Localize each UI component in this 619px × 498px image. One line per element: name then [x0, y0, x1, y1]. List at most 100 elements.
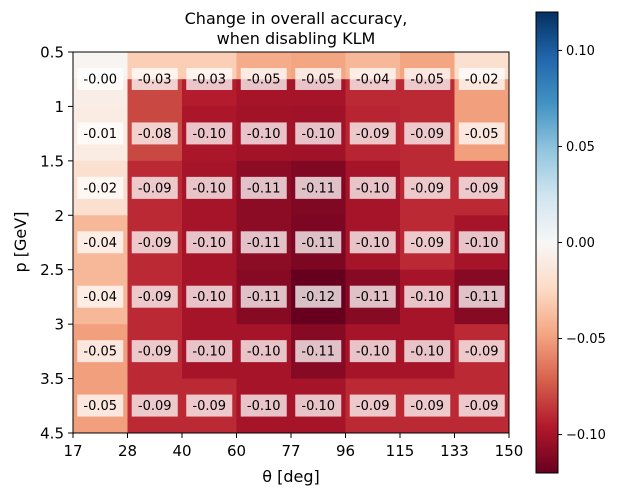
x-tick-label: 133 [440, 442, 469, 460]
cell-value-label: -0.09 [410, 236, 444, 251]
cell-value-label: -0.09 [356, 399, 390, 414]
cell-label-box [131, 122, 178, 145]
y-tick-label: 3.5 [40, 370, 64, 388]
cell-value-label: -0.11 [301, 236, 335, 251]
cell-label-box [240, 68, 287, 90]
cell-label-box [404, 340, 451, 363]
cell-label-box [131, 285, 178, 308]
cell-label-box [404, 176, 451, 199]
cell-value-label: -0.10 [192, 290, 226, 305]
y-tick-label: 2 [54, 207, 64, 225]
cell-label-box [349, 231, 396, 254]
cell-label-box [349, 394, 396, 417]
cell-label-box [186, 231, 233, 254]
cell-value-label: -0.09 [465, 399, 499, 414]
heatmap-cell-labels: -0.00 -0.03 -0.03 -0.05 -0.05 -0.04 -0.05 -0.02… [77, 68, 505, 417]
cell-value-label: -0.02 [465, 73, 499, 88]
x-tick-label: 60 [227, 442, 246, 460]
cell-value-label: -0.10 [192, 127, 226, 142]
cell-label-box [404, 231, 451, 254]
y-axis-label: p [GeV] [11, 212, 30, 273]
cell-value-label: -0.10 [356, 345, 390, 360]
colorbar-tick-label: 0.05 [566, 140, 595, 155]
cell-label-box [77, 122, 124, 145]
cell-label-box [458, 68, 505, 90]
y-axis-ticks: 0.5 1 1.5 2 2.5 3 3.5 4.5 [40, 44, 73, 443]
cell-value-label: -0.04 [83, 236, 117, 251]
cell-value-label: -0.10 [465, 236, 499, 251]
cell-value-label: -0.10 [192, 181, 226, 196]
cell-value-label: -0.03 [138, 73, 172, 88]
cell-value-label: -0.09 [465, 345, 499, 360]
cell-label-box [458, 176, 505, 199]
cell-value-label: -0.11 [356, 290, 390, 305]
x-tick-label: 28 [118, 442, 137, 460]
cell-label-box [240, 231, 287, 254]
y-tick-label: 4.5 [40, 425, 64, 443]
cell-label-box [295, 176, 342, 199]
cell-label-box [186, 285, 233, 308]
cell-label-box [349, 285, 396, 308]
cell-value-label: -0.10 [247, 399, 281, 414]
cell-value-label: -0.10 [192, 236, 226, 251]
cell-value-label: -0.09 [356, 127, 390, 142]
cell-label-box [458, 231, 505, 254]
cell-label-box [349, 122, 396, 145]
cell-value-label: -0.09 [410, 127, 444, 142]
cell-label-box [349, 340, 396, 363]
cell-label-box [295, 394, 342, 417]
x-axis-ticks: 17 28 40 60 77 96 115 133 150 [63, 433, 523, 460]
x-tick-label: 150 [495, 442, 524, 460]
cell-value-label: -0.02 [83, 181, 117, 196]
cell-value-label: -0.03 [192, 73, 226, 88]
cell-value-label: -0.09 [138, 236, 172, 251]
cell-value-label: -0.05 [247, 73, 281, 88]
cell-label-box [186, 176, 233, 199]
cell-label-box [77, 340, 124, 363]
x-tick-label: 96 [336, 442, 355, 460]
cell-value-label: -0.11 [247, 290, 281, 305]
cell-label-box [295, 340, 342, 363]
cell-value-label: -0.09 [465, 181, 499, 196]
cell-label-box [77, 394, 124, 417]
cell-value-label: -0.11 [301, 181, 335, 196]
cell-value-label: -0.05 [465, 127, 499, 142]
cell-label-box [240, 122, 287, 145]
cell-value-label: -0.12 [301, 290, 335, 305]
colorbar-tick-label: 0.10 [566, 44, 595, 59]
x-tick-label: 40 [172, 442, 191, 460]
cell-value-label: -0.09 [138, 345, 172, 360]
cell-value-label: -0.09 [192, 399, 226, 414]
cell-value-label: -0.01 [83, 127, 117, 142]
chart-title-line-2: when disabling KLM [217, 29, 376, 48]
cell-label-box [131, 394, 178, 417]
cell-value-label: -0.04 [356, 73, 390, 88]
y-tick-label: 0.5 [40, 44, 64, 62]
cell-value-label: -0.11 [301, 345, 335, 360]
cell-value-label: -0.10 [356, 236, 390, 251]
x-tick-label: 17 [63, 442, 82, 460]
cell-value-label: -0.11 [247, 181, 281, 196]
cell-label-box [458, 122, 505, 145]
cell-label-box [77, 176, 124, 199]
cell-value-label: -0.00 [83, 73, 117, 88]
cell-value-label: -0.10 [410, 345, 444, 360]
cell-value-label: -0.05 [83, 399, 117, 414]
cell-value-label: -0.09 [138, 290, 172, 305]
cell-value-label: -0.05 [83, 345, 117, 360]
cell-label-box [77, 68, 124, 90]
cell-label-box [131, 176, 178, 199]
x-axis-label: θ [deg] [262, 467, 320, 486]
cell-value-label: -0.10 [192, 345, 226, 360]
cell-label-box [240, 340, 287, 363]
cell-label-box [240, 176, 287, 199]
cell-value-label: -0.09 [410, 181, 444, 196]
colorbar-ticks: 0.10 0.05 0.00 −0.05 −0.10 [558, 44, 606, 443]
chart-title: Change in overall accuracy, when disabli… [185, 9, 408, 48]
cell-value-label: -0.09 [410, 399, 444, 414]
cell-label-box [295, 68, 342, 90]
cell-label-box [131, 340, 178, 363]
cell-label-box [240, 394, 287, 417]
cell-label-box [77, 285, 124, 308]
